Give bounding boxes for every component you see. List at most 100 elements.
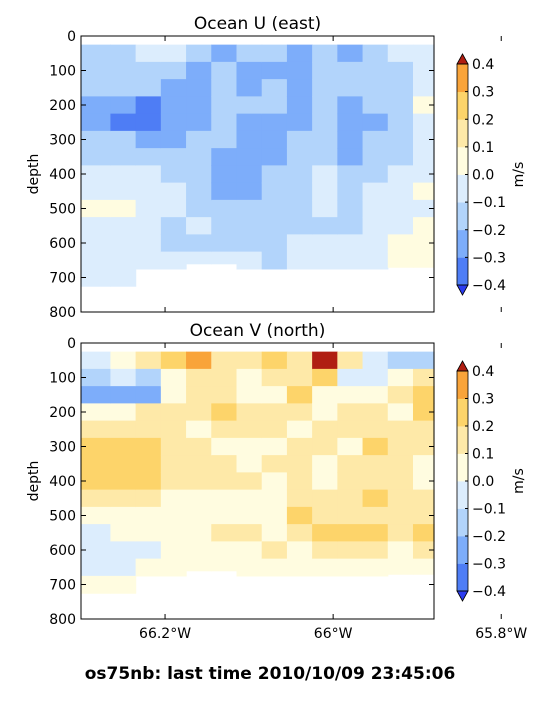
heatmap-cell: [412, 96, 435, 115]
heatmap-cell: [81, 541, 112, 560]
heatmap-cell: [236, 506, 263, 525]
heatmap-cell: [387, 351, 414, 370]
heatmap-cell: [186, 199, 212, 218]
heatmap-cell: [286, 96, 313, 115]
heatmap-cell: [186, 489, 212, 508]
heatmap-cell: [110, 130, 137, 149]
heatmap-cell: [412, 351, 435, 370]
heatmap-cells: [81, 44, 435, 287]
heatmap-cell: [110, 420, 137, 439]
heatmap-cell: [135, 368, 162, 387]
heatmap-cell: [135, 403, 162, 422]
y-tick-label: 500: [49, 509, 76, 525]
heatmap-cell: [160, 79, 187, 97]
heatmap-cell: [211, 61, 238, 80]
heatmap-cell: [337, 182, 364, 201]
y-tick-label: 100: [49, 371, 76, 387]
heatmap-cell: [286, 506, 313, 525]
heatmap-cell: [211, 403, 238, 422]
heatmap-cell: [312, 113, 338, 132]
heatmap-cell: [81, 472, 112, 491]
heatmap-cell: [362, 437, 389, 456]
heatmap-cell: [337, 113, 364, 132]
y-tick-label: 500: [49, 202, 76, 218]
colorbar-segment: [457, 202, 468, 231]
heatmap-cell: [337, 403, 364, 422]
heatmap-cell: [236, 368, 263, 387]
heatmap-cell: [211, 217, 238, 235]
heatmap-cell: [312, 403, 338, 422]
heatmap-cell: [160, 420, 187, 439]
heatmap-cell: [261, 541, 288, 560]
heatmap-cell: [186, 420, 212, 439]
heatmap-cell: [110, 165, 137, 184]
heatmap-cell: [236, 217, 263, 235]
heatmap-cell: [362, 541, 389, 560]
heatmap-cell: [261, 455, 288, 473]
heatmap-cell: [160, 130, 187, 149]
heatmap-cell: [286, 79, 313, 97]
heatmap-cell: [110, 368, 137, 387]
heatmap-cell: [387, 130, 414, 149]
heatmap-cell: [362, 148, 389, 166]
colorbar-tick-label: −0.2: [472, 223, 506, 239]
colorbar-segment: [457, 508, 468, 537]
heatmap-cell: [362, 96, 389, 115]
y-tick-label: 300: [49, 133, 76, 149]
heatmap-cell: [186, 165, 212, 184]
heatmap-cell: [387, 472, 414, 491]
heatmap-cell: [261, 437, 288, 456]
heatmap-cell: [362, 455, 389, 473]
heatmap-cell: [412, 148, 435, 166]
heatmap-cell: [337, 234, 364, 253]
heatmap-cell: [135, 61, 162, 80]
colorbar-extend-max: [456, 360, 469, 372]
heatmap-cell: [135, 79, 162, 97]
heatmap-cell: [160, 455, 187, 473]
heatmap-cell: [236, 61, 263, 80]
heatmap-cell: [236, 165, 263, 184]
heatmap-cell: [412, 251, 435, 268]
heatmap-cell: [236, 44, 263, 63]
heatmap-cell: [337, 351, 364, 370]
heatmap-cell: [387, 182, 414, 201]
colorbar-tick-label: −0.2: [472, 529, 506, 545]
heatmap-cell: [261, 113, 288, 132]
heatmap-cell: [160, 217, 187, 235]
heatmap-cell: [81, 403, 112, 422]
heatmap-cell: [362, 506, 389, 525]
heatmap-cell: [337, 524, 364, 542]
heatmap-cell: [186, 79, 212, 97]
heatmap-cell: [81, 420, 112, 439]
heatmap-cell: [211, 130, 238, 149]
colorbar-tick-label: 0.2: [472, 419, 494, 435]
heatmap-cell: [312, 455, 338, 473]
heatmap-cell: [110, 251, 137, 270]
heatmap-cell: [362, 368, 389, 387]
heatmap-cell: [312, 44, 338, 63]
heatmap-cell: [337, 148, 364, 166]
heatmap-cell: [387, 251, 414, 268]
heatmap-cell: [362, 472, 389, 491]
heatmap-cell: [286, 368, 313, 387]
heatmap-cell: [135, 506, 162, 525]
heatmap-cell: [261, 130, 288, 149]
heatmap-cell: [135, 113, 162, 132]
y-tick-label: 700: [49, 578, 76, 594]
heatmap-cell: [81, 455, 112, 473]
heatmap-cell: [186, 437, 212, 456]
heatmap-cell: [211, 541, 238, 560]
heatmap-cell: [160, 165, 187, 184]
colorbar-tick-label: 0.0: [472, 474, 494, 490]
heatmap-cell: [160, 437, 187, 456]
colorbar-tick-label: 0.1: [472, 447, 494, 463]
heatmap-cell: [286, 130, 313, 149]
colorbar-label: m/s: [511, 162, 527, 188]
heatmap-cell: [337, 541, 364, 560]
heatmap-cell: [186, 403, 212, 422]
heatmap-cell: [362, 113, 389, 132]
heatmap-cell: [412, 403, 435, 422]
heatmap-cell: [337, 217, 364, 235]
heatmap-cell: [110, 558, 137, 577]
heatmap-cell: [387, 79, 414, 97]
